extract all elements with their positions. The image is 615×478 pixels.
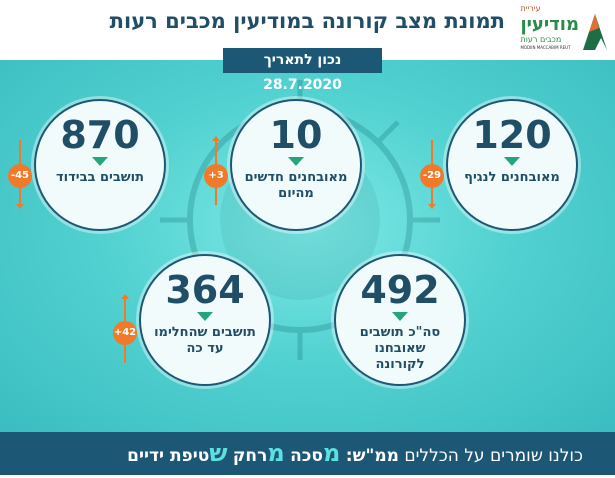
footer-word: טיפת ידיים [127,446,210,466]
triangle-down-icon [92,157,108,166]
stat-value: 364 [165,268,245,312]
page-title: תמונת מצב קורונה במודיעין מכבים רעות [109,9,505,33]
footer-word: רחק [232,446,268,466]
triangle-down-icon [392,312,408,321]
logo-city: עיריית [520,4,541,13]
change-badge: +42 [113,321,137,345]
footer-word: סכה [290,446,323,466]
logo-emblem-icon [583,14,607,50]
stat-value: 870 [60,113,140,157]
footer-text: כולנו שומרים על הכללים [404,446,583,466]
triangle-down-icon [504,157,520,166]
stat-label: תושבים שהחלימו עד כה [154,325,256,356]
stat-diagnosed: 120 מאובחנים לנגיף [446,99,578,231]
stat-total-diagnosed: 492 סה"כ תושבים שאובחנו לקורונה [334,254,466,386]
logo-sub: מכבים רעות [520,35,562,44]
triangle-down-icon [288,157,304,166]
triangle-down-icon [197,312,213,321]
footer-acronym: ממ"ש: [345,446,399,466]
city-logo: עיריית מודיעין מכבים רעות MODIIN MACCABI… [509,4,609,54]
date-banner: נכון לתאריך 28.7.2020 [223,48,382,93]
stat-label: תושבים בבידוד [56,170,144,185]
change-badge: -45 [8,164,32,188]
stat-value: 10 [269,113,323,157]
stat-value: 492 [360,268,440,312]
footer-letter: מ [323,439,341,467]
footer-letter: מ [267,439,285,467]
stat-value: 120 [472,113,552,157]
change-badge: +3 [204,164,228,188]
stat-label: סה"כ תושבים שאובחנו לקורונה [359,325,441,372]
stat-new-today: 10 מאובחנים חדשים מהיום [230,99,362,231]
logo-name: מודיעין [520,14,579,35]
stat-recovered: 364 תושבים שהחלימו עד כה [139,254,271,386]
stat-isolation: 870 תושבים בבידוד [34,99,166,231]
logo-text: עיריית מודיעין מכבים רעות MODIIN MACCABI… [520,4,579,51]
change-badge: -29 [420,164,444,188]
stat-label: מאובחנים לנגיף [464,170,560,185]
logo-english: MODIIN MACCABIM REUT [520,45,571,50]
footer-banner: כולנו שומרים על הכללים ממ"ש: מסכה מרחק ש… [0,432,615,475]
footer-letter: ש [209,439,228,467]
stat-label: מאובחנים חדשים מהיום [244,170,348,201]
